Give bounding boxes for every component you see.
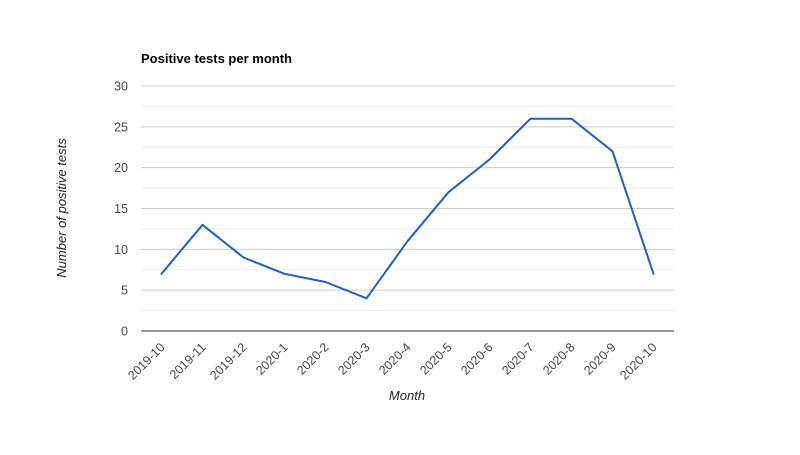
data-point <box>487 157 492 162</box>
data-point <box>282 271 287 276</box>
y-tick-label: 15 <box>114 202 128 216</box>
x-tick-label: 2019-11 <box>167 340 209 382</box>
y-tick-label: 20 <box>114 161 128 175</box>
y-tick-label: 25 <box>114 120 128 134</box>
x-tick-label: 2020-10 <box>617 340 659 382</box>
data-point <box>159 271 164 276</box>
x-axis-title: Month <box>389 388 425 403</box>
data-point <box>569 116 574 121</box>
y-axis-ticks: 0 5 10 15 20 25 30 <box>114 80 128 339</box>
x-tick-label: 2019-10 <box>125 340 167 382</box>
series-line-0 <box>160 117 655 300</box>
x-tick-label: 2020-6 <box>458 340 495 377</box>
data-point <box>528 116 533 121</box>
x-tick-label: 2020-5 <box>417 340 454 377</box>
y-tick-label: 0 <box>121 325 128 339</box>
y-tick-label: 5 <box>121 284 128 298</box>
data-point <box>200 222 205 227</box>
y-tick-label: 30 <box>114 80 128 94</box>
x-tick-label: 2020-9 <box>581 340 618 377</box>
y-tick-label: 10 <box>114 243 128 257</box>
gridlines <box>141 85 674 332</box>
x-tick-label: 2020-4 <box>376 340 413 377</box>
data-point <box>323 280 328 285</box>
x-tick-label: 2020-7 <box>499 340 536 377</box>
data-point <box>405 239 410 244</box>
y-axis-title: Number of positive tests <box>54 138 69 278</box>
data-point <box>364 296 369 301</box>
x-tick-label: 2019-12 <box>207 340 249 382</box>
x-tick-label: 2020-8 <box>540 340 577 377</box>
x-tick-label: 2020-3 <box>335 340 372 377</box>
data-point <box>651 271 656 276</box>
data-point <box>610 149 615 154</box>
x-tick-label: 2020-1 <box>253 340 290 377</box>
data-point <box>446 190 451 195</box>
chart-title: Positive tests per month <box>141 51 292 66</box>
x-tick-label: 2020-2 <box>294 340 331 377</box>
data-point <box>241 255 246 260</box>
series-layer <box>159 116 656 301</box>
